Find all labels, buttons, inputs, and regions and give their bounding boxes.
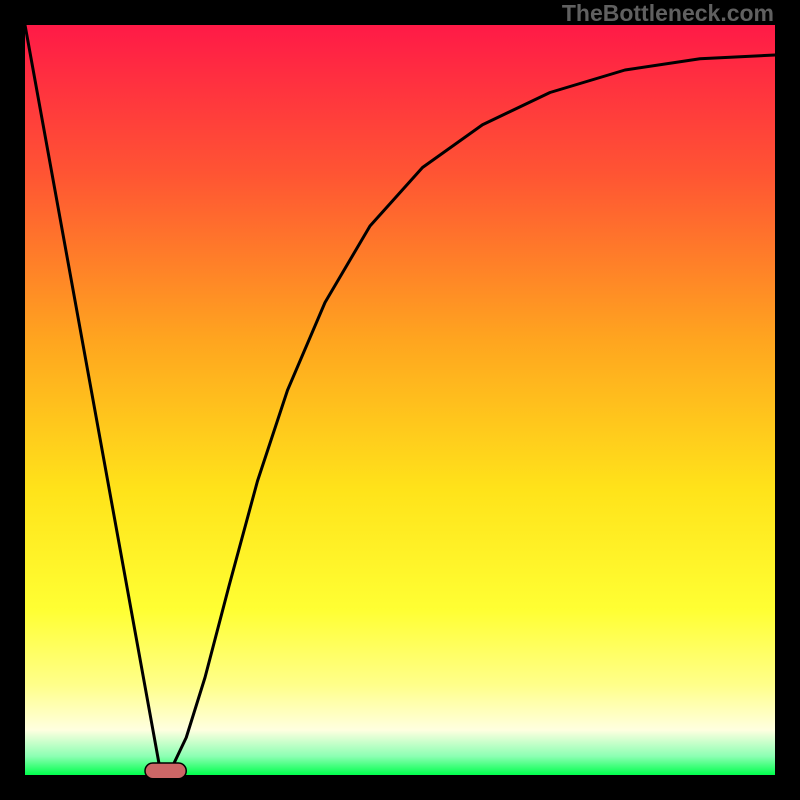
optimal-marker: [145, 763, 186, 779]
bottleneck-chart: TheBottleneck.com: [0, 0, 800, 800]
attribution-label: TheBottleneck.com: [562, 0, 774, 26]
plot-area: [25, 25, 775, 775]
chart-root: TheBottleneck.com: [0, 0, 800, 800]
